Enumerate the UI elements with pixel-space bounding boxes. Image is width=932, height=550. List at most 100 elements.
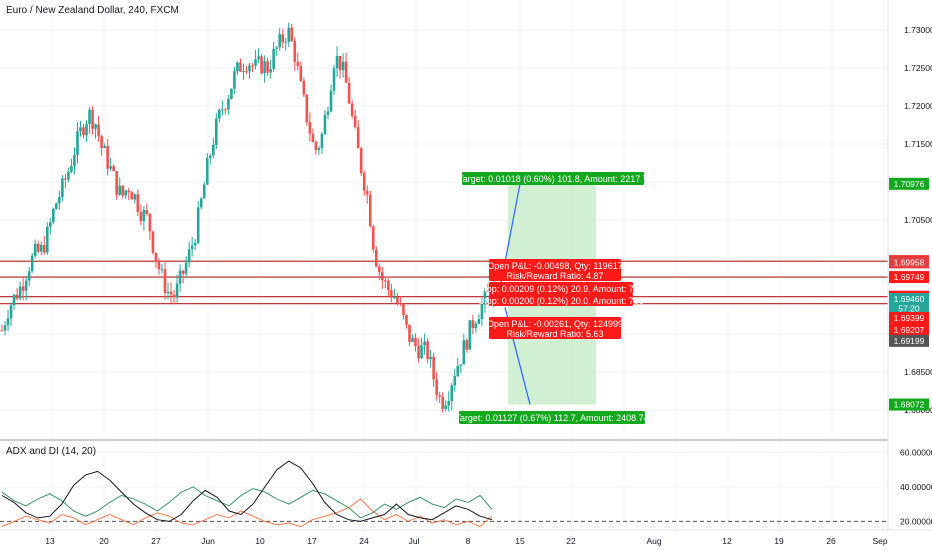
candle <box>260 54 263 75</box>
candle <box>462 333 466 365</box>
candle <box>396 292 399 306</box>
candle <box>447 391 451 412</box>
candle <box>145 203 149 217</box>
candle <box>296 52 300 71</box>
price-badge: 57:20 <box>889 302 929 315</box>
candle <box>293 37 297 71</box>
time-tick-label: Sep <box>872 536 887 546</box>
candle <box>109 157 112 171</box>
candle <box>193 239 197 251</box>
candle <box>33 239 37 259</box>
candle <box>314 140 318 155</box>
position-annotations[interactable]: Target: 0.01018 (0.60%) 101.8, Amount: 2… <box>455 172 649 424</box>
long-open-pl-tag-text-1: Risk/Reward Ratio: 5.63 <box>506 329 603 339</box>
candle <box>36 240 40 254</box>
time-tick-label: Aug <box>646 536 661 546</box>
long-open-pl-tag[interactable]: Open P&L: -0.00261, Qty: 124999Risk/Rewa… <box>487 317 623 339</box>
candle <box>362 170 366 196</box>
candle <box>154 252 158 268</box>
candle <box>347 76 351 105</box>
candle <box>453 368 457 392</box>
candle <box>438 391 441 403</box>
candle <box>477 314 481 325</box>
price-badge-text: 1.69460 <box>894 294 925 304</box>
candle <box>205 153 209 185</box>
candle <box>100 134 103 156</box>
candle <box>245 65 248 75</box>
long-target-tag[interactable]: Target: 0.01018 (0.60%) 101.8, Amount: 2… <box>458 172 648 185</box>
candle <box>317 145 321 156</box>
candle <box>402 303 405 320</box>
candle <box>215 112 218 149</box>
candle <box>417 338 420 363</box>
candle <box>311 128 315 143</box>
candle <box>281 28 285 48</box>
candle <box>82 124 85 139</box>
candle <box>387 278 390 298</box>
candle <box>79 120 82 137</box>
indicator-tick-label: 60.00000 <box>900 447 932 457</box>
candle <box>202 181 206 199</box>
candle <box>58 190 61 210</box>
candle <box>52 207 55 225</box>
short-target-tag[interactable]: Target: 0.01127 (0.67%) 112.7, Amount: 2… <box>455 411 649 424</box>
candle <box>320 131 324 154</box>
price-badge: 1.69958 <box>889 256 929 269</box>
candle <box>48 218 52 235</box>
candle <box>169 282 173 304</box>
candle <box>344 52 348 83</box>
candle <box>305 94 309 126</box>
time-tick-label: 15 <box>515 536 525 546</box>
long-open-pl-tag-text-0: Open P&L: -0.00261, Qty: 124999 <box>487 319 623 329</box>
candle <box>30 253 34 273</box>
candle <box>287 22 291 47</box>
short-open-pl-tag[interactable]: Open P&L: -0.00498, Qty: 119617Risk/Rewa… <box>487 259 623 281</box>
long-target-tag-text-0: Target: 0.01018 (0.60%) 101.8, Amount: 2… <box>458 174 648 184</box>
candle <box>148 213 152 241</box>
price-axis[interactable]: 1.73000 1.72500 1.72000 1.71500 1.70500 1.685… <box>889 25 932 415</box>
candle <box>290 23 294 42</box>
time-tick-label: 20 <box>99 536 109 546</box>
adx-indicator-pane <box>0 451 888 528</box>
candle <box>233 66 236 95</box>
candle <box>483 287 487 313</box>
time-tick-label: 26 <box>826 536 836 546</box>
candle <box>480 296 484 326</box>
candle <box>61 175 64 202</box>
candle <box>139 204 143 226</box>
candle <box>106 139 109 176</box>
indicator-axis[interactable]: 60.00000 40.00000 20.00000 <box>900 447 932 526</box>
candle <box>70 158 73 174</box>
candle <box>242 63 245 81</box>
price-badge-text: 1.68072 <box>894 400 925 410</box>
candle <box>374 246 378 268</box>
candle <box>130 190 134 200</box>
candle <box>208 153 212 165</box>
candle <box>353 109 357 129</box>
candle <box>435 371 438 401</box>
short-open-pl-tag-text-1: Risk/Reward Ratio: 4.87 <box>506 271 603 281</box>
short-stop-tag[interactable]: Stop: 0.00209 (0.12%) 20.9, Amount: 750 <box>478 282 644 294</box>
candle <box>329 84 333 113</box>
candle <box>142 206 146 231</box>
candle <box>166 282 170 300</box>
long-stop-tag[interactable]: Stop: 0.00200 (0.12%) 20.0, Amount: 750 <box>478 294 644 306</box>
time-tick-label: 8 <box>466 536 471 546</box>
candle <box>181 269 185 284</box>
short-stop-tag-text-0: Stop: 0.00209 (0.12%) 20.9, Amount: 750 <box>478 284 644 294</box>
candle <box>163 260 167 300</box>
price-tick-label: 1.73000 <box>904 25 932 35</box>
candle <box>335 46 339 77</box>
time-tick-label: Jul <box>409 536 420 546</box>
candle <box>272 41 275 72</box>
time-axis[interactable]: 13 20 27 Jun 10 17 24 Jul 8 15 22 Aug 12 19 26 Sep <box>45 536 888 546</box>
time-tick-label: 19 <box>774 536 784 546</box>
price-badge-text: 1.69749 <box>894 272 925 282</box>
price-tick-label: 1.72000 <box>904 101 932 111</box>
candle <box>426 338 429 363</box>
candle <box>384 276 387 289</box>
price-badge-text: 1.69207 <box>894 325 925 335</box>
di-plus-line <box>1 486 493 519</box>
